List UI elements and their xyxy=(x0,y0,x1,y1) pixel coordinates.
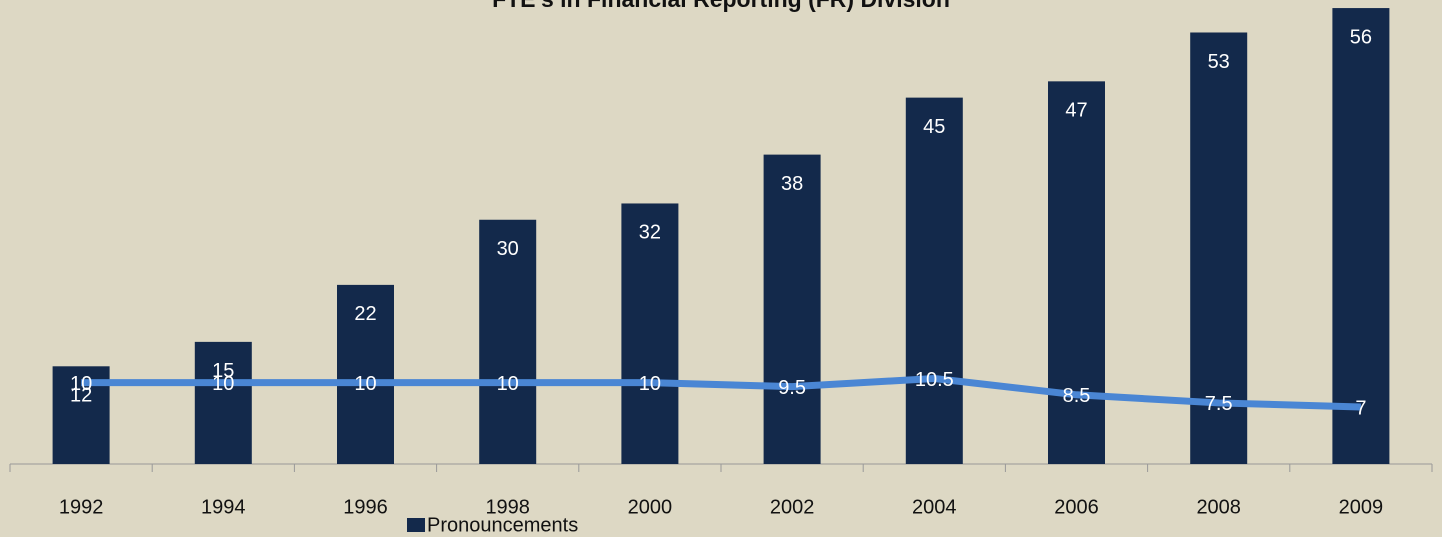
bar-value-label: 47 xyxy=(1065,100,1087,122)
line-value-label: 10 xyxy=(639,373,661,395)
x-tick-label: 2000 xyxy=(628,496,673,518)
line-value-label: 7 xyxy=(1355,397,1366,419)
bar-value-label: 38 xyxy=(781,173,803,195)
line xyxy=(81,375,1362,411)
bar xyxy=(194,341,252,464)
x-tick-label: 1996 xyxy=(343,496,388,518)
bar xyxy=(1332,8,1390,464)
chart-title: FTE's in Financial Reporting (FR) Divisi… xyxy=(492,0,950,12)
bar-value-label: 22 xyxy=(354,303,376,325)
line-value-label: 7.5 xyxy=(1205,393,1233,415)
bar-value-label: 53 xyxy=(1208,51,1230,73)
line-value-label: 9.5 xyxy=(778,377,806,399)
bar xyxy=(1048,81,1105,464)
bar-value-label: 56 xyxy=(1350,26,1372,48)
bar-value-label: 30 xyxy=(497,238,519,260)
x-tick-label: 1998 xyxy=(485,496,530,518)
line-value-label: 10 xyxy=(212,373,234,395)
bar xyxy=(621,203,679,464)
line-value-label: 8.5 xyxy=(1063,385,1091,407)
x-tick-label: 2006 xyxy=(1054,496,1099,518)
x-tick-label: 1994 xyxy=(201,496,246,518)
bar xyxy=(1190,32,1248,464)
line-value-label: 10 xyxy=(354,373,376,395)
x-tick-label: 1992 xyxy=(59,496,104,518)
x-tick-label: 2004 xyxy=(912,496,957,518)
bar xyxy=(337,284,394,464)
x-tick-label: 2009 xyxy=(1339,496,1384,518)
legend-swatch xyxy=(407,518,425,532)
x-tick-label: 2008 xyxy=(1196,496,1241,518)
bar-value-label: 45 xyxy=(923,116,945,138)
bar xyxy=(905,97,963,464)
x-tick-label: 2002 xyxy=(770,496,815,518)
bar-value-label: 15 xyxy=(212,360,234,382)
bar xyxy=(479,219,537,464)
bar-value-label: 12 xyxy=(70,385,92,407)
line-value-label: 10.5 xyxy=(915,369,954,391)
bar-value-label: 32 xyxy=(639,222,661,244)
bar xyxy=(763,154,821,464)
line-value-label: 10 xyxy=(497,373,519,395)
line-value-label: 10 xyxy=(70,373,92,395)
legend-label: Pronouncements xyxy=(427,514,578,536)
